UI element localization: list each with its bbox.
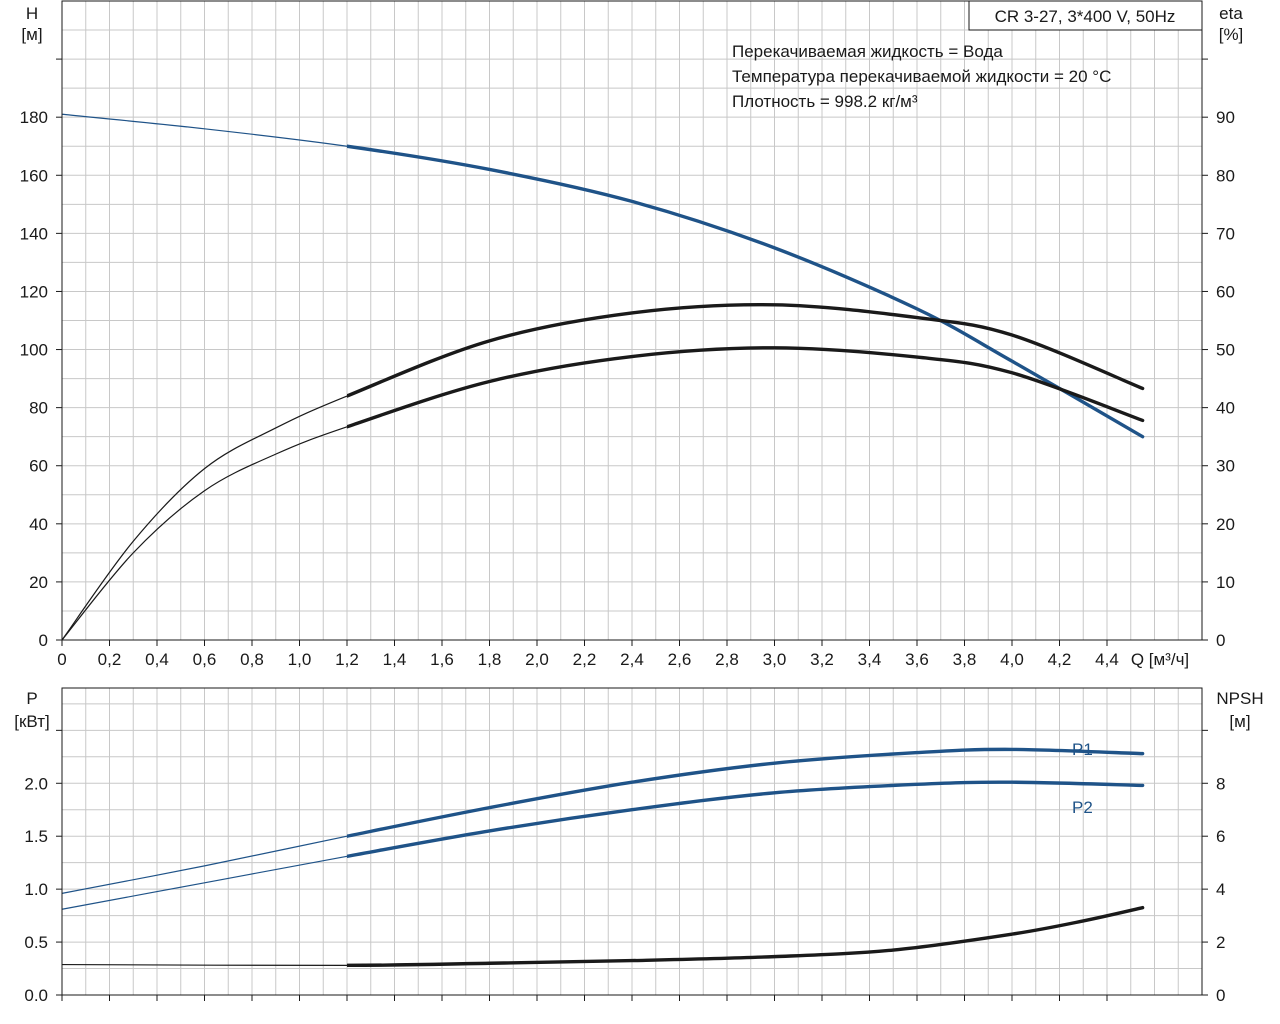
top-left-tick-label: 0 — [39, 631, 48, 650]
top-right-tick-label: 10 — [1216, 573, 1235, 592]
x-tick-label: 0,2 — [98, 650, 122, 669]
x-tick-label: 2,4 — [620, 650, 644, 669]
fluid-note: Перекачиваемая жидкость = Вода — [732, 42, 1003, 61]
top-right-tick-label: 60 — [1216, 282, 1235, 301]
x-tick-label: 3,0 — [763, 650, 787, 669]
model-legend-box — [968, 0, 1203, 31]
series-label-p1: P1 — [1072, 740, 1093, 759]
model-legend-text: CR 3-27, 3*400 V, 50Hz — [995, 7, 1176, 26]
top-left-tick-label: 60 — [29, 457, 48, 476]
top-panel-grid — [62, 1, 1202, 640]
x-tick-label: 3,8 — [953, 650, 977, 669]
top-left-tick-label: 140 — [20, 224, 48, 243]
x-tick-label: 4,0 — [1000, 650, 1024, 669]
top-panel-frame — [61, 0, 1203, 641]
top-right-tick-label: 80 — [1216, 166, 1235, 185]
bottom-panel-series — [61, 747, 1145, 968]
bottom-right-tick-label: 0 — [1216, 986, 1225, 1005]
bottom-series-2-operating-line — [347, 905, 1145, 968]
x-tick-label: 0,4 — [145, 650, 169, 669]
bottom-left-tick-label: 0.0 — [24, 986, 48, 1005]
bottom-right-tick-label: 6 — [1216, 827, 1225, 846]
x-axis-label: Q [м³/ч] — [1131, 650, 1189, 669]
bottom-right-tick-label: 4 — [1216, 880, 1225, 899]
bottom-panel-frame — [61, 687, 1203, 996]
x-tick-label: 1,2 — [335, 650, 359, 669]
bottom-series-0-line — [61, 748, 1143, 894]
bottom-series-1-operating-line — [347, 780, 1145, 859]
top-series-1-operating-line — [347, 303, 1145, 398]
top-left-tick-label: 100 — [20, 341, 48, 360]
top-panel-series — [61, 113, 1145, 641]
bottom-left-axis-label-1: P — [26, 689, 37, 708]
series-label-p2: P2 — [1072, 798, 1093, 817]
top-left-tick-label: 20 — [29, 573, 48, 592]
top-series-2-line — [61, 347, 1143, 641]
x-tick-label: 2,6 — [668, 650, 692, 669]
x-tick-label: 4,4 — [1095, 650, 1119, 669]
x-tick-label: 4,2 — [1048, 650, 1072, 669]
x-tick-label: 2,0 — [525, 650, 549, 669]
top-left-tick-label: 40 — [29, 515, 48, 534]
top-right-tick-label: 20 — [1216, 515, 1235, 534]
bottom-panel-ticks: 0.0 0.5 1.0 1.5 2.0 0 2 4 6 8 — [24, 729, 1225, 1005]
top-left-tick-label: 180 — [20, 108, 48, 127]
temperature-note: Температура перекачиваемой жидкости = 20… — [732, 67, 1111, 86]
top-left-tick-label: 160 — [20, 166, 48, 185]
x-tick-label: 3,2 — [810, 650, 834, 669]
x-tick-label: 3,4 — [858, 650, 882, 669]
top-right-tick-label: 50 — [1216, 341, 1235, 360]
x-tick-label: 0 — [57, 650, 66, 669]
top-left-tick-label: 80 — [29, 399, 48, 418]
top-series-1-line — [61, 304, 1143, 641]
top-series-0-operating-line — [347, 144, 1145, 439]
x-tick-label: 3,6 — [905, 650, 929, 669]
x-tick-label: 0,8 — [240, 650, 264, 669]
top-panel-ticks: 0 20 40 60 80 100 120 140 160 180 0 10 20 30 40 50 60 70 8… — [20, 58, 1235, 669]
x-tick-label: 1,6 — [430, 650, 454, 669]
x-tick-label: 2,2 — [573, 650, 597, 669]
top-left-tick-label: 120 — [20, 282, 48, 301]
bottom-right-tick-label: 8 — [1216, 774, 1225, 793]
top-right-tick-label: 70 — [1216, 224, 1235, 243]
bottom-left-tick-label: 0.5 — [24, 933, 48, 952]
bottom-series-2-line — [61, 907, 1143, 966]
x-tick-label: 1,4 — [383, 650, 407, 669]
top-series-0-line — [61, 113, 1143, 438]
top-right-tick-label: 0 — [1216, 631, 1225, 650]
bottom-left-tick-label: 1.5 — [24, 827, 48, 846]
bottom-right-tick-label: 2 — [1216, 933, 1225, 952]
top-left-axis-label-1: H — [26, 4, 38, 23]
top-right-tick-label: 90 — [1216, 108, 1235, 127]
density-note: Плотность = 998.2 кг/м³ — [732, 92, 918, 111]
bottom-left-tick-label: 2.0 — [24, 774, 48, 793]
top-right-tick-label: 40 — [1216, 399, 1235, 418]
x-tick-label: 1,8 — [478, 650, 502, 669]
top-right-axis-label-2: [%] — [1219, 25, 1244, 44]
bottom-series-1-line — [61, 781, 1143, 910]
top-right-tick-label: 30 — [1216, 457, 1235, 476]
bottom-panel-grid — [62, 688, 1202, 995]
top-series-2-operating-line — [347, 346, 1145, 429]
top-left-axis-label-2: [м] — [21, 25, 42, 44]
bottom-right-axis-label-1: NPSH — [1216, 689, 1263, 708]
bottom-left-tick-label: 1.0 — [24, 880, 48, 899]
x-tick-label: 2,8 — [715, 650, 739, 669]
x-tick-label: 1,0 — [288, 650, 312, 669]
top-right-axis-label-1: eta — [1219, 4, 1243, 23]
bottom-right-axis-label-2: [м] — [1229, 712, 1250, 731]
bottom-left-axis-label-2: [кВт] — [14, 712, 49, 731]
x-tick-label: 0,6 — [193, 650, 217, 669]
bottom-series-0-operating-line — [347, 747, 1145, 838]
